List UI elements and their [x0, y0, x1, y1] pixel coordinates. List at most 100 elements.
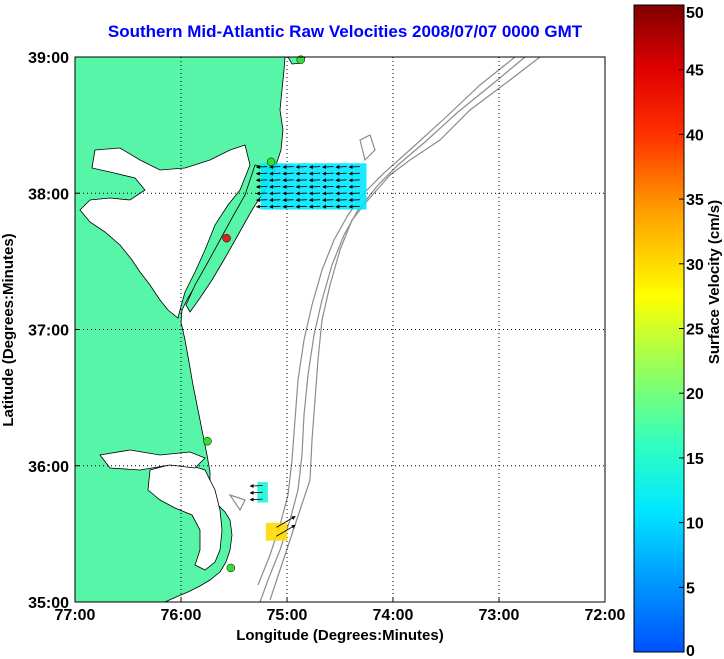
colorbar-tick-label: 35	[686, 192, 704, 209]
velocity-vector	[308, 184, 321, 189]
velocity-vector	[255, 171, 268, 176]
colorbar-tick-label: 25	[686, 322, 704, 339]
velocity-vector	[269, 204, 281, 209]
velocity-vector	[255, 198, 268, 203]
colorbar-tick-label: 0	[686, 643, 695, 659]
colorbar-tick-label: 50	[686, 5, 704, 22]
velocity-vector	[282, 164, 294, 169]
velocity-vector	[348, 178, 360, 183]
radar-stations	[203, 55, 306, 573]
velocity-vector	[322, 184, 334, 189]
velocity-vector	[249, 497, 263, 502]
velocity-vector	[295, 178, 307, 183]
velocity-vector	[255, 178, 268, 183]
radar-station-marker	[203, 436, 212, 446]
velocity-vector	[269, 171, 281, 176]
radar-station-marker	[226, 563, 236, 573]
velocity-vector	[335, 204, 347, 209]
velocity-vector	[335, 191, 347, 196]
velocity-vector	[282, 204, 294, 209]
pamlico-sound	[147, 461, 223, 571]
y-axis-label: Latitude (Degrees:Minutes)	[0, 233, 17, 426]
velocity-vector	[282, 191, 294, 196]
velocity-vector	[322, 171, 334, 176]
velocity-vector	[249, 483, 263, 488]
y-axis-ticks: 39:00 38:00 37:00 36:00 35:00	[28, 50, 80, 612]
albemarle-sound	[99, 449, 206, 471]
x-tick-label: 76:00	[161, 607, 202, 624]
x-axis-label: Longitude (Degrees:Minutes)	[236, 627, 444, 644]
velocity-vector	[335, 164, 347, 169]
velocity-vector	[322, 204, 334, 209]
velocity-vector	[335, 184, 347, 189]
velocity-vector	[276, 516, 296, 528]
velocity-vector	[308, 164, 321, 169]
x-tick-label: 73:00	[479, 607, 520, 624]
colorbar-tick-label: 5	[686, 580, 695, 597]
velocity-vector	[269, 198, 281, 203]
x-tick-label: 72:00	[585, 607, 626, 624]
velocity-vector	[322, 191, 334, 196]
velocity-vector	[348, 184, 360, 189]
colorbar	[633, 4, 685, 653]
colorbar-tick-label: 45	[686, 63, 704, 80]
velocity-vector	[348, 204, 360, 209]
velocity-patch	[265, 522, 287, 541]
velocity-vector	[276, 524, 296, 537]
colorbar-tick-label: 20	[686, 386, 704, 403]
velocity-vector	[335, 178, 347, 183]
x-axis-ticks: 77:00 76:00 75:00 74:00 73:00 72:00	[55, 597, 626, 624]
colorbar-label: Surface Velocity (cm/s)	[706, 200, 723, 364]
radar-station-marker	[266, 157, 276, 167]
velocity-vector	[295, 171, 307, 176]
velocity-vector	[308, 198, 321, 203]
velocity-vector	[249, 490, 263, 495]
y-tick-label: 39:00	[28, 50, 69, 67]
velocity-vector	[308, 178, 321, 183]
velocity-vector	[348, 198, 360, 203]
velocity-vector	[282, 198, 294, 203]
colorbar-ticks: 0 5 10 15 20 25 30 35 40 45 50	[679, 4, 704, 659]
velocity-vector	[295, 191, 307, 196]
velocity-vector	[322, 178, 334, 183]
radar-station-marker	[296, 55, 306, 64]
velocity-vector	[282, 171, 294, 176]
velocity-vector	[282, 184, 294, 189]
velocity-vector	[295, 184, 307, 189]
velocity-vector	[348, 164, 360, 169]
velocity-vector	[269, 178, 281, 183]
velocity-vector	[295, 198, 307, 203]
velocity-vector	[348, 171, 360, 176]
velocity-vector	[308, 191, 321, 196]
radar-station-marker	[222, 233, 231, 243]
velocity-vector	[255, 164, 268, 169]
velocity-vector	[335, 198, 347, 203]
y-tick-label: 38:00	[28, 186, 69, 203]
x-tick-label: 74:00	[373, 607, 414, 624]
velocity-vector	[269, 164, 281, 169]
velocity-vector	[308, 204, 321, 209]
velocity-vector	[282, 178, 294, 183]
colorbar-tick-label: 15	[686, 451, 704, 468]
velocity-vector	[348, 191, 360, 196]
colorbar-tick-label: 30	[686, 257, 704, 274]
velocity-vector	[322, 198, 334, 203]
y-tick-label: 36:00	[28, 459, 69, 476]
y-tick-label: 37:00	[28, 323, 69, 340]
chart-title: Southern Mid-Atlantic Raw Velocities 200…	[108, 22, 583, 41]
bathymetry-contours	[228, 57, 541, 602]
colorbar-tick-label: 40	[686, 127, 704, 144]
velocity-vector	[255, 191, 268, 196]
velocity-vectors	[249, 164, 360, 537]
velocity-vector	[269, 191, 281, 196]
velocity-vector	[322, 164, 334, 169]
velocity-vector	[295, 204, 307, 209]
x-tick-label: 77:00	[55, 607, 96, 624]
velocity-vector	[308, 171, 321, 176]
velocity-vector	[295, 164, 307, 169]
velocity-vector	[255, 204, 268, 209]
colorbar-tick-label: 10	[686, 516, 704, 533]
y-tick-label: 35:00	[28, 595, 69, 612]
velocity-vector	[269, 184, 281, 189]
